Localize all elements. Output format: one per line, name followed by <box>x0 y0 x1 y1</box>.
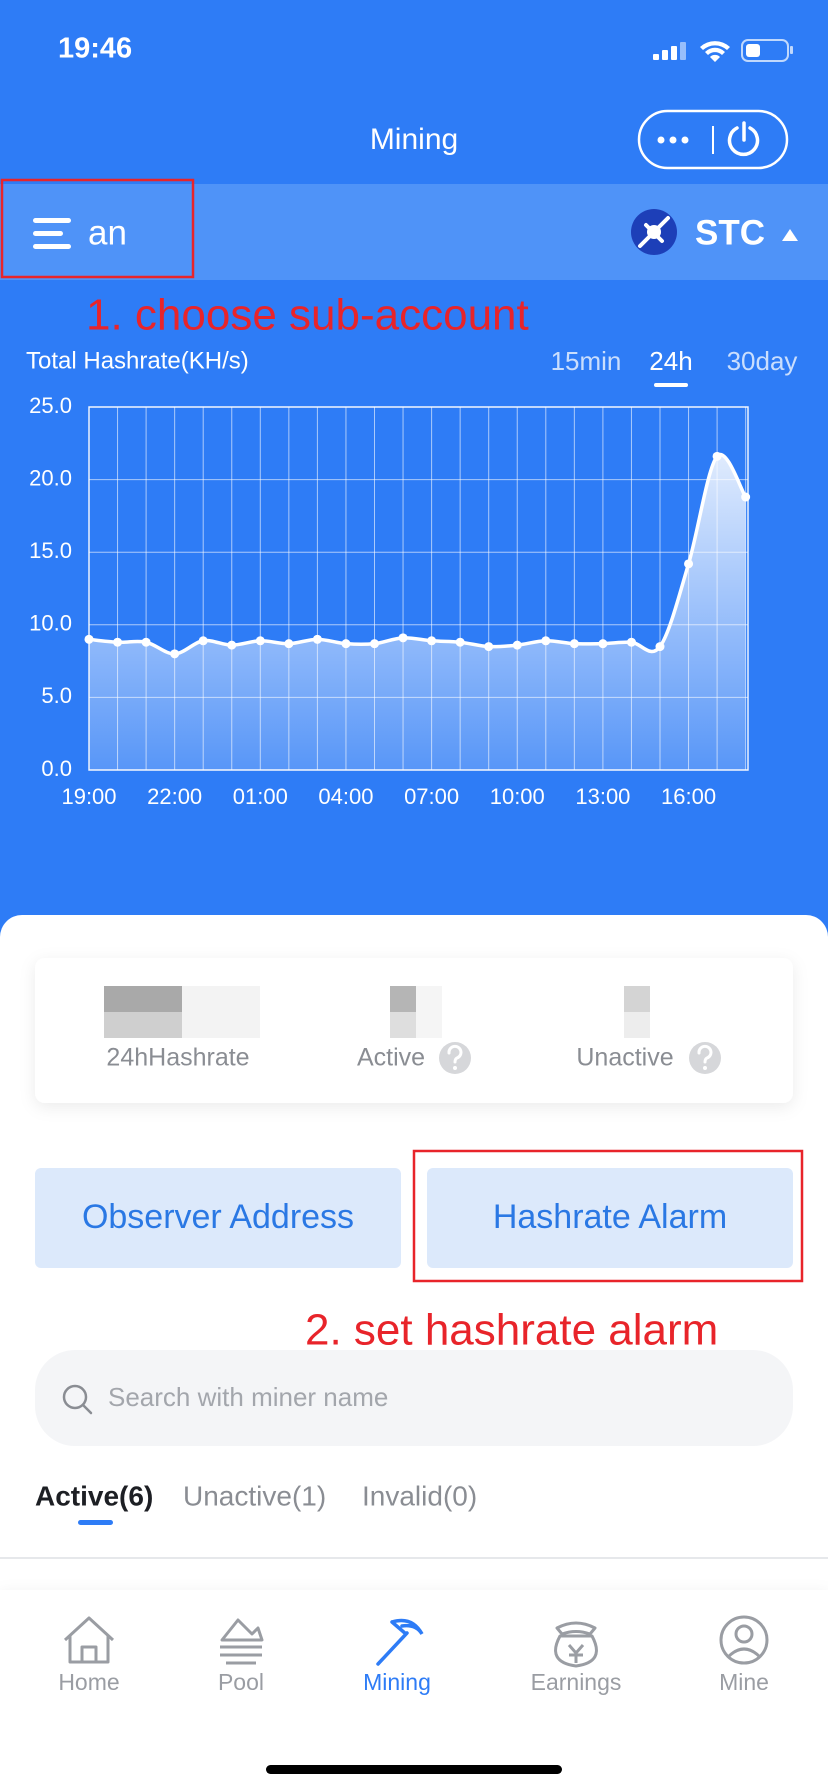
point <box>626 637 636 647</box>
x-tick-label: 16:00 <box>661 784 716 809</box>
tab[interactable]: Unactive(1) <box>183 1480 326 1511</box>
point <box>598 639 608 649</box>
point <box>512 640 522 650</box>
point <box>284 639 294 649</box>
point <box>198 636 208 646</box>
button[interactable] <box>35 1168 401 1268</box>
nav-label[interactable]: Mining <box>363 1669 431 1695</box>
nav-label[interactable]: Earnings <box>531 1669 622 1695</box>
tab-indicator <box>78 1520 113 1525</box>
tab[interactable]: Invalid(0) <box>362 1480 477 1511</box>
x-tick-label: 10:00 <box>490 784 545 809</box>
point <box>227 640 237 650</box>
point <box>712 451 722 461</box>
search-box[interactable] <box>35 1350 793 1446</box>
y-tick-label: 20.0 <box>29 465 72 490</box>
search-placeholder[interactable]: Search with miner name <box>108 1382 388 1412</box>
search-icon <box>62 1384 88 1410</box>
range-option[interactable]: 30day <box>727 346 798 376</box>
annotation: 1. choose sub-account <box>86 291 529 340</box>
nav-icons <box>63 1615 769 1668</box>
account-name[interactable]: an <box>88 213 127 252</box>
point <box>655 642 665 652</box>
y-tick-label: 25.0 <box>29 393 72 418</box>
y-tick-label: 5.0 <box>41 683 72 708</box>
help-icon[interactable] <box>689 1042 721 1074</box>
point <box>312 634 322 644</box>
coin-icon <box>631 209 677 255</box>
tab[interactable]: Active(6) <box>35 1480 153 1511</box>
home-indicator <box>266 1765 562 1774</box>
point <box>113 637 123 647</box>
button-label[interactable]: Observer Address <box>82 1198 354 1236</box>
point <box>84 634 94 644</box>
y-tick-label: 10.0 <box>29 611 72 636</box>
chart-title: Total Hashrate(KH/s) <box>26 347 249 374</box>
point <box>427 636 437 646</box>
point <box>455 637 465 647</box>
range-option[interactable]: 15min <box>551 346 622 376</box>
point <box>255 636 265 646</box>
x-tick-label: 01:00 <box>233 784 288 809</box>
stat-label: Unactive <box>576 1044 673 1072</box>
point <box>684 559 694 569</box>
nav-icon-active <box>376 1618 424 1666</box>
coin-caret <box>782 229 798 241</box>
button-label[interactable]: Hashrate Alarm <box>493 1198 727 1236</box>
point <box>170 649 180 659</box>
point <box>569 639 579 649</box>
point <box>341 639 351 649</box>
nav-label[interactable]: Home <box>58 1669 119 1695</box>
x-tick-label: 22:00 <box>147 784 202 809</box>
stat-label: 24hHashrate <box>106 1044 249 1072</box>
account-bar <box>0 184 828 280</box>
highlight-box <box>412 1149 804 1283</box>
area <box>89 454 746 770</box>
menu-icon[interactable] <box>33 218 71 249</box>
y-tick-label: 15.0 <box>29 538 72 563</box>
header-bg <box>0 0 828 940</box>
point <box>741 492 751 502</box>
y-tick-label: 0.0 <box>41 756 72 781</box>
x-tick-label: 04:00 <box>318 784 373 809</box>
range-indicator <box>654 383 688 387</box>
status-time: 19:46 <box>58 33 132 65</box>
point <box>398 633 408 643</box>
button[interactable] <box>427 1168 793 1268</box>
highlight-box <box>0 178 195 279</box>
page-title: Mining <box>370 123 458 156</box>
point <box>484 642 494 652</box>
stat-label: Active <box>357 1044 425 1072</box>
search-icon <box>81 1403 93 1415</box>
masked-value <box>104 986 650 1038</box>
nav-label[interactable]: Mine <box>719 1669 769 1695</box>
x-tick-label: 13:00 <box>575 784 630 809</box>
point <box>370 639 379 649</box>
nav-label[interactable]: Pool <box>218 1669 264 1695</box>
status-icons <box>653 39 793 62</box>
coin-name[interactable]: STC <box>695 213 765 252</box>
help-icon[interactable] <box>439 1042 471 1074</box>
annotation: 2. set hashrate alarm <box>305 1306 718 1355</box>
range-option[interactable]: 24h <box>649 346 692 376</box>
x-tick-label: 07:00 <box>404 784 459 809</box>
point <box>541 636 551 646</box>
capsule-menu[interactable] <box>637 109 789 170</box>
x-tick-label: 19:00 <box>61 784 116 809</box>
point <box>141 637 151 647</box>
